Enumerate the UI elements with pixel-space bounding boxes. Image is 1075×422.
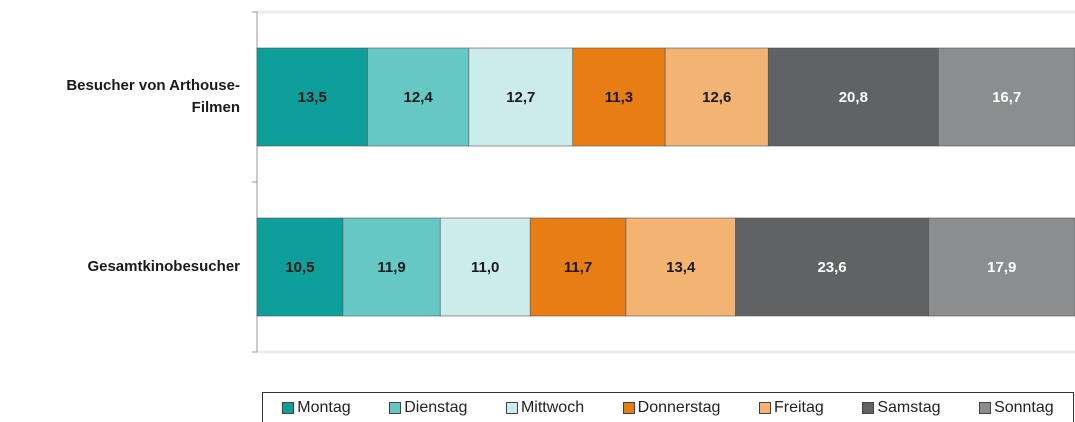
legend-label: Dienstag	[404, 398, 468, 416]
value-label: 16,7	[992, 89, 1021, 106]
value-label: 11,0	[471, 259, 499, 276]
legend-item: Sonntag	[979, 399, 1054, 417]
legend-swatch	[862, 401, 875, 414]
bar-segment	[256, 217, 344, 317]
value-label: 10,5	[285, 259, 314, 276]
legend-item: Montag	[282, 398, 351, 417]
legend-label: Sonntag	[994, 398, 1054, 416]
bar-segment	[342, 217, 441, 317]
bar-segment	[468, 47, 574, 147]
legend-swatch	[622, 401, 635, 414]
bar-segment	[572, 47, 666, 147]
bar-segment	[664, 47, 769, 147]
value-label: 12,7	[506, 89, 535, 106]
value-label: 11,9	[377, 259, 405, 276]
value-label: 12,6	[702, 89, 731, 106]
legend-item: Donnerstag	[622, 398, 721, 417]
value-label: 13,5	[298, 89, 327, 106]
legend-swatch	[282, 401, 295, 414]
bar-segment	[256, 47, 368, 147]
legend: Montag Dienstag Mittwoch Donnerstag Freitag S…	[262, 392, 1074, 422]
value-label: 12,4	[404, 89, 434, 106]
value-label: 23,6	[817, 259, 846, 276]
value-label: 17,9	[987, 259, 1016, 276]
category-label: Besucher von Arthouse-Filmen	[66, 77, 240, 116]
legend-label: Mittwoch	[520, 398, 585, 416]
value-label: 11,7	[564, 259, 592, 276]
legend-item: Samstag	[862, 399, 940, 417]
bar-segment	[767, 47, 939, 147]
bar-segment	[439, 217, 531, 317]
bar-segment	[938, 47, 1075, 147]
category-label: Gesamtkinobesucher	[87, 258, 240, 275]
legend-label: Freitag	[773, 398, 824, 416]
chart: 13,5 12,4 12,7 11,3 12,6 20,8 16,7 10,5 11,9 11,0…	[252, 10, 1075, 354]
legend-item: Dienstag	[389, 399, 467, 417]
legend-swatch	[979, 401, 992, 414]
legend-swatch	[758, 401, 771, 414]
legend-swatch	[505, 401, 518, 414]
bar-segment	[625, 217, 736, 317]
legend-label: Donnerstag	[637, 398, 721, 416]
legend-label: Samstag	[877, 398, 941, 416]
legend-item: Mittwoch	[505, 398, 585, 417]
legend-swatch	[389, 401, 402, 414]
legend-label: Montag	[297, 398, 351, 416]
bar-segment	[529, 217, 627, 317]
legend-item: Freitag	[758, 398, 824, 417]
value-label: 20,8	[839, 89, 868, 106]
value-label: 13,4	[666, 259, 696, 276]
bar-segment	[735, 217, 929, 317]
bar-segment	[928, 217, 1075, 317]
value-label: 11,3	[605, 89, 633, 106]
